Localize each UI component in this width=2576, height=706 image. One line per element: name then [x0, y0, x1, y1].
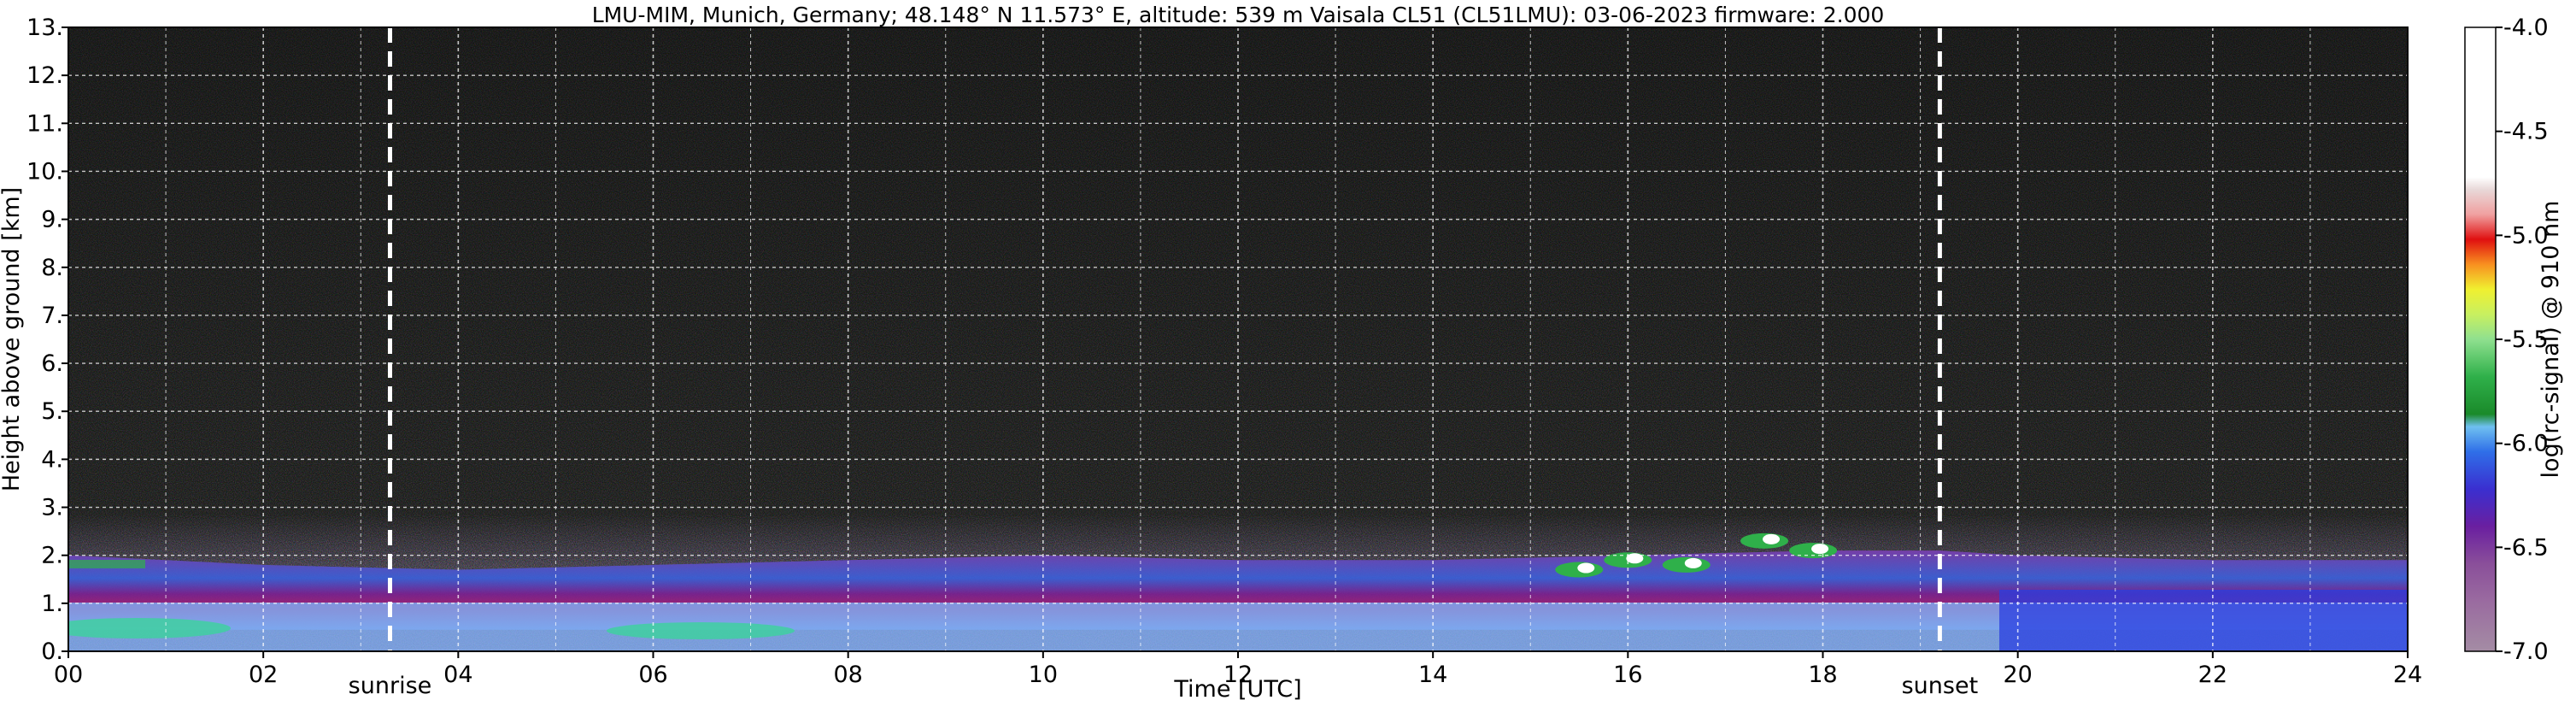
- x-tick-label: 20: [2003, 662, 2032, 688]
- x-tick-label: 08: [833, 662, 862, 688]
- cloud-patch: [1789, 543, 1838, 559]
- x-tick-label: 22: [2198, 662, 2227, 688]
- x-tick-label: 24: [2393, 662, 2422, 688]
- x-tick-label: 16: [1613, 662, 1642, 688]
- x-tick-label: 04: [443, 662, 472, 688]
- y-tick-label: 13.: [26, 15, 63, 41]
- x-axis-label: Time [UTC]: [1173, 676, 1301, 703]
- y-tick-label: 8.: [41, 255, 63, 281]
- x-tick-label: 00: [54, 662, 83, 688]
- y-tick-label: 1.: [41, 591, 63, 617]
- y-tick-label: 10.: [26, 158, 63, 185]
- x-tick-label: 02: [249, 662, 278, 688]
- x-tick-label: 18: [1808, 662, 1837, 688]
- colorbar-tick-label: -7.0: [2503, 638, 2549, 665]
- x-tick-label: 06: [638, 662, 667, 688]
- x-tick-label: 14: [1418, 662, 1447, 688]
- colorbar-tick-label: -4.5: [2503, 119, 2549, 145]
- y-tick-label: 11.: [26, 110, 63, 137]
- cloud-patch: [1662, 556, 1710, 573]
- sunrise-label: sunrise: [349, 673, 432, 699]
- cloud-patch: [1740, 532, 1789, 549]
- colorbar-tick-label: -6.0: [2503, 431, 2549, 457]
- cloud-patch: [1555, 562, 1604, 578]
- y-axis-label: Height above ground [km]: [0, 187, 25, 491]
- signal-image: [68, 27, 2408, 651]
- colorbar-gradient: [2465, 27, 2496, 651]
- colorbar-tick-label: -5.0: [2503, 222, 2549, 249]
- y-tick-label: 3.: [41, 495, 63, 521]
- chart-title: LMU-MIM, Munich, Germany; 48.148° N 11.5…: [592, 3, 1885, 27]
- y-tick-label: 7.: [41, 303, 63, 329]
- cloud-patch: [1604, 552, 1652, 568]
- y-tick-label: 12.: [26, 62, 63, 89]
- colorbar-tick-label: -6.5: [2503, 534, 2549, 561]
- y-tick-label: 6.: [41, 350, 63, 377]
- y-tick-label: 5.: [41, 398, 63, 425]
- colorbar-tick-label: -4.0: [2503, 15, 2549, 41]
- colorbar: -4.0 -4.5 -5.0 -5.5 -6.0 -6.5 -7.0 log(rc-sign…: [2464, 15, 2564, 665]
- colorbar-label: log(rc-signal) @ 910 nm: [2538, 201, 2564, 479]
- x-tick-label: 12: [1223, 662, 1253, 688]
- y-tick-label: 2.: [41, 543, 63, 569]
- x-tick-label: 10: [1029, 662, 1058, 688]
- sunset-label: sunset: [1902, 673, 1979, 699]
- grid-lines: [68, 27, 2408, 651]
- y-tick-label: 0.: [41, 638, 63, 665]
- colorbar-tick-label: -5.5: [2503, 327, 2549, 353]
- y-tick-label: 9.: [41, 207, 63, 233]
- y-tick-label: 4.: [41, 446, 63, 473]
